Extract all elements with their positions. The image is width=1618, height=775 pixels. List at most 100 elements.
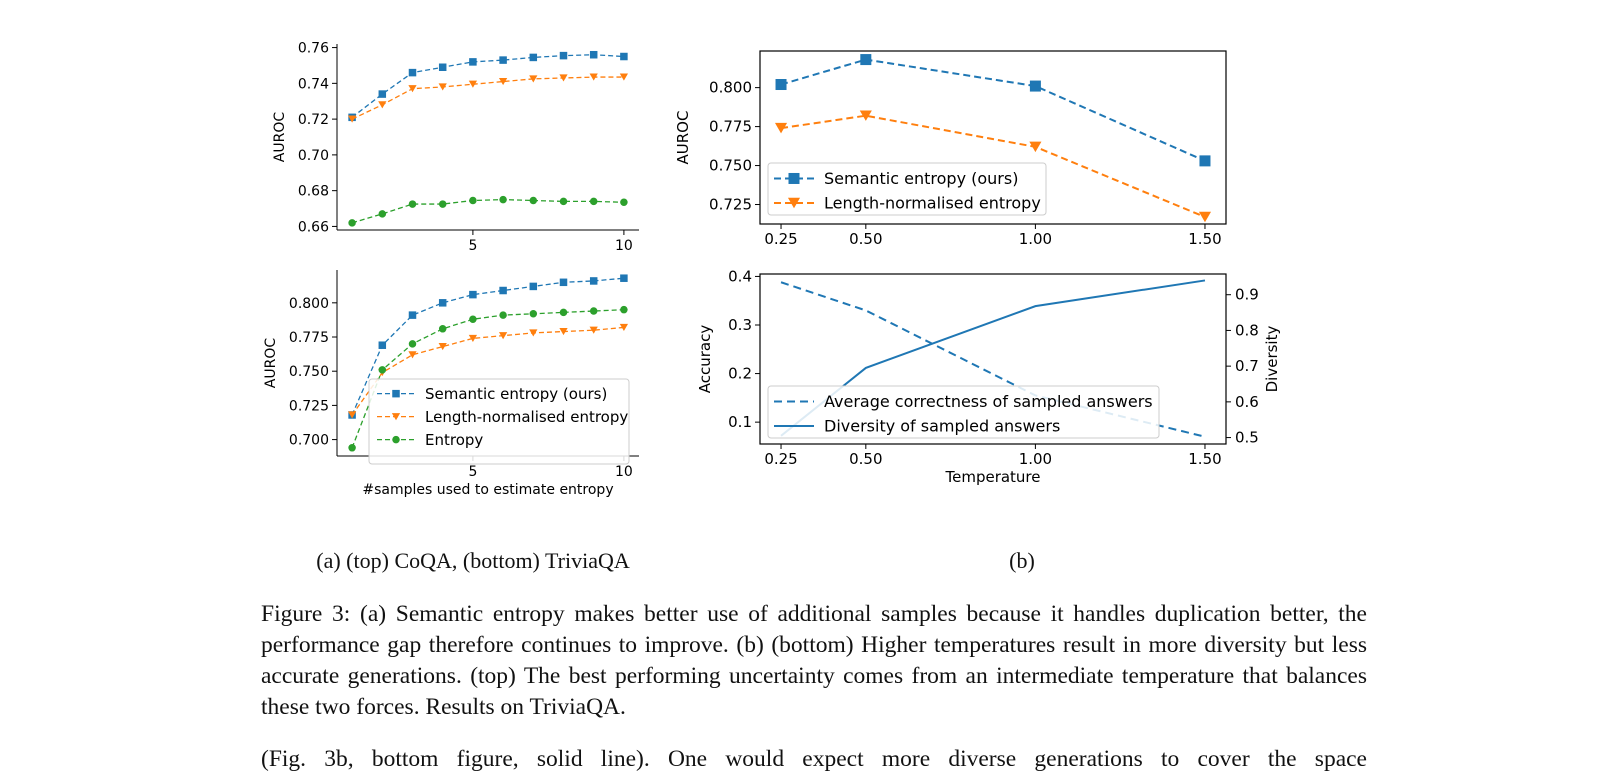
y-tick-label: 0.68 — [298, 184, 329, 200]
data-point — [529, 53, 538, 62]
data-point — [620, 305, 628, 314]
data-point — [408, 68, 417, 77]
legend-frame — [767, 162, 1047, 216]
x-tick-label: 0.50 — [849, 230, 882, 248]
data-point — [347, 411, 357, 419]
series-line-0 — [780, 58, 1206, 162]
data-point — [499, 195, 507, 204]
legend-marker — [391, 413, 401, 421]
y-tick-label: 0.1 — [728, 413, 752, 431]
y-tick-label: 0.72 — [298, 112, 329, 128]
chart-b-bottom: 0.25 0.50 1.00 1.50 0.1 0.2 0.3 0.4 0.5 0.6 0.7 0.8… — [696, 267, 1281, 486]
x-tick-label: 10 — [615, 464, 633, 480]
data-point — [775, 79, 787, 91]
subfigure-a-label: (a) (top) CoQA, (bottom) TriviaQA — [316, 548, 630, 573]
data-point — [438, 299, 447, 307]
legend-marker — [788, 172, 800, 184]
y-tick-label: 0.775 — [709, 118, 752, 136]
data-point — [529, 329, 538, 337]
series-line-2 — [351, 309, 624, 449]
legend-label: Diversity of sampled answers — [824, 416, 1060, 435]
data-point — [589, 197, 598, 206]
data-point — [469, 58, 477, 66]
y-tick-label: 0.700 — [289, 433, 329, 449]
legend-label: Length-normalised entropy — [824, 193, 1041, 212]
legend: Semantic entropy (ours) Length-normalised… — [767, 162, 1047, 216]
y-tick-label: 0.750 — [289, 364, 329, 380]
series-line-1 — [351, 76, 624, 120]
data-point — [469, 290, 477, 299]
legend-marker — [392, 389, 400, 398]
data-point — [499, 56, 507, 64]
x-tick-label: 10 — [615, 238, 633, 254]
data-point — [408, 85, 417, 93]
y-tick-label: 0.800 — [709, 79, 752, 97]
y-tick-label: 0.4 — [728, 267, 752, 285]
data-point — [559, 327, 568, 336]
data-point — [438, 63, 447, 71]
data-point — [559, 197, 568, 206]
y-axis-label: Accuracy — [696, 325, 714, 394]
legend-frame — [767, 385, 1160, 439]
y2-tick-label: 0.8 — [1235, 321, 1259, 339]
data-point — [498, 77, 508, 86]
data-point — [529, 282, 538, 291]
y-tick-label: 0.725 — [289, 398, 329, 414]
data-point — [619, 323, 629, 332]
data-point — [589, 307, 598, 315]
x-tick-label: 5 — [468, 238, 477, 254]
data-point — [1029, 141, 1042, 153]
plot-frame — [759, 50, 1227, 225]
series-line-1 — [780, 114, 1206, 218]
data-point — [347, 115, 357, 123]
legend-marker — [392, 435, 400, 444]
legend-label: Average correctness of sampled answers — [824, 392, 1153, 411]
data-point — [438, 83, 447, 91]
legend: Average correctness of sampled answers Di… — [767, 385, 1160, 439]
legend-label: Semantic entropy (ours) — [824, 169, 1018, 188]
x-axis-label: #samples used to estimate entropy — [362, 482, 613, 498]
legend-frame — [368, 378, 630, 465]
data-point — [348, 444, 356, 452]
plot-frame — [759, 273, 1227, 445]
y-tick-label: 0.3 — [728, 316, 752, 334]
chart-a-bottom: 5 10 0.700 0.725 0.750 0.775 0.800 AUROC #sample… — [263, 270, 639, 498]
data-point — [499, 286, 507, 295]
x-tick-label: 1.00 — [1019, 450, 1052, 468]
y-axis-label: AUROC — [272, 112, 288, 163]
y-tick-label: 0.725 — [709, 196, 752, 214]
data-point — [619, 73, 629, 81]
data-point — [589, 73, 598, 81]
series-line-2 — [351, 198, 624, 224]
x-axis-label: Temperature — [944, 468, 1040, 486]
chart-a-top: 5 10 0.66 0.68 0.70 0.72 0.74 0.76 AUROC — [272, 41, 639, 254]
data-point — [589, 277, 598, 285]
data-point — [408, 311, 417, 319]
data-point — [1199, 155, 1211, 167]
data-point — [468, 80, 478, 88]
y-axis-label: AUROC — [263, 338, 279, 389]
data-point — [499, 311, 507, 319]
series-line-0 — [351, 54, 624, 118]
data-point — [468, 334, 478, 342]
y-tick-label: 0.750 — [709, 157, 752, 175]
data-point — [589, 50, 598, 59]
series-line-1 — [351, 326, 624, 416]
figure-caption: Figure 3: (a) Semantic entropy makes bet… — [261, 601, 1367, 720]
y-tick-label: 0.775 — [289, 330, 329, 346]
data-point — [348, 219, 356, 227]
y-tick-label: 0.66 — [298, 219, 329, 235]
data-point — [438, 325, 447, 333]
legend-label: Entropy — [425, 431, 483, 449]
data-point — [620, 274, 628, 282]
legend: Semantic entropy (ours) Length-normalised… — [368, 378, 630, 465]
data-point — [378, 90, 387, 98]
data-point — [408, 340, 417, 348]
data-point — [529, 196, 538, 205]
data-point — [469, 315, 477, 323]
data-point — [438, 343, 447, 351]
data-point — [620, 198, 628, 207]
data-point — [1029, 80, 1041, 92]
y-tick-label: 0.76 — [298, 41, 329, 57]
data-point — [498, 332, 508, 340]
